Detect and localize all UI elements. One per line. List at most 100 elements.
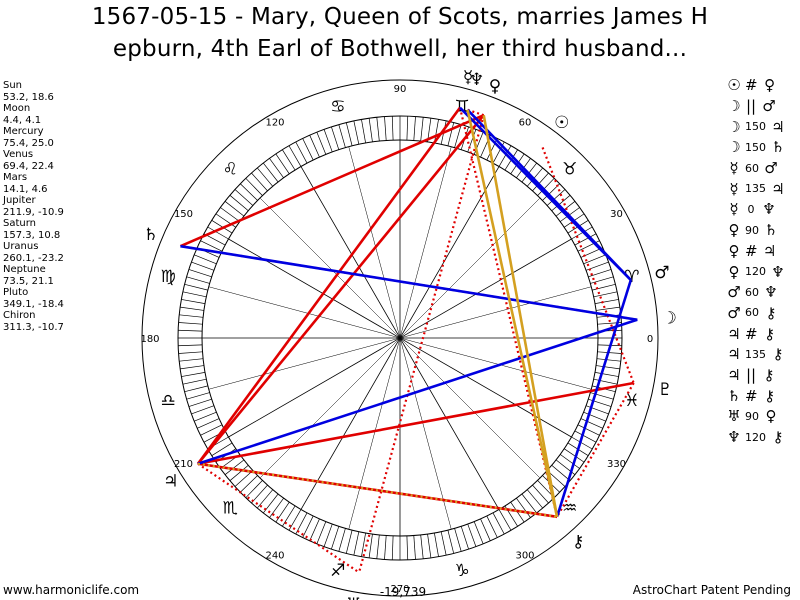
aspect-row: ♀ # ♃ — [726, 241, 800, 262]
degree-tick — [251, 484, 268, 504]
degree-tick — [257, 167, 273, 187]
aspect-planet-1: ♃ — [727, 324, 741, 343]
degree-tick — [178, 344, 203, 347]
aspect-line — [196, 106, 462, 465]
zodiac-sign-glyph: ♏ — [223, 499, 238, 519]
degree-tick — [559, 454, 580, 469]
degree-tick — [406, 535, 409, 560]
aspect-planet-2: ⚷ — [772, 345, 784, 364]
aspect-row: ♃ # ⚷ — [726, 323, 800, 344]
degree-tick — [593, 378, 618, 385]
planet-value-mars: 14.1, 4.6 — [3, 183, 48, 195]
aspect-angle: 120 — [745, 430, 766, 444]
aspect-planet-2: ♂ — [764, 159, 778, 178]
degree-tick — [220, 207, 241, 222]
degree-tick — [229, 195, 249, 211]
degree-label: 300 — [515, 551, 534, 562]
chart-title-line-2: epburn, 4th Earl of Bothwell, her third … — [112, 36, 688, 62]
aspect-planet-2: ⚷ — [764, 324, 776, 343]
planet-glyph-moon: ☽ — [662, 308, 677, 328]
degree-tick — [191, 405, 215, 415]
degree-label: 180 — [140, 334, 159, 345]
degree-tick — [577, 424, 600, 436]
degree-tick — [224, 459, 245, 475]
website-footer[interactable]: www.harmoniclife.com — [3, 583, 140, 597]
aspect-planet-2: ♃ — [771, 179, 785, 198]
degree-tick — [194, 254, 217, 265]
degree-tick — [434, 119, 439, 144]
degree-tick — [480, 518, 491, 541]
aspect-line — [482, 114, 559, 518]
degree-tick — [295, 141, 308, 164]
zodiac-sign-glyph: ♎ — [161, 391, 176, 411]
degree-label: 210 — [174, 459, 193, 470]
degree-tick — [583, 411, 606, 422]
planet-value-saturn: 157.3, 10.8 — [3, 229, 61, 241]
degree-tick — [376, 534, 380, 559]
planet-value-pluto: 349.1, -18.4 — [3, 298, 64, 310]
degree-tick — [275, 153, 290, 175]
degree-tick — [178, 351, 203, 354]
aspect-angle: || — [745, 97, 757, 116]
planet-value-uranus: 260.1, -23.2 — [3, 252, 64, 264]
aspect-angle: 90 — [745, 409, 759, 423]
aspect-planet-1: ☿ — [729, 179, 739, 198]
degree-tick — [527, 167, 543, 187]
planet-glyph-chiron: ⚷ — [572, 532, 584, 552]
aspect-angle: 150 — [745, 120, 766, 134]
degree-tick — [323, 129, 333, 153]
degree-tick — [413, 116, 416, 141]
degree-tick — [245, 178, 263, 196]
degree-tick — [391, 535, 394, 560]
zodiac-sign-glyph: ♌ — [223, 159, 238, 179]
zodiac-sign-glyph: ♉ — [562, 159, 577, 179]
planet-value-moon: 4.4, 4.1 — [3, 114, 42, 126]
planet-name-pluto: Pluto — [3, 287, 29, 298]
degree-tick — [234, 470, 254, 487]
planet-glyph-jupiter: ♃ — [163, 472, 178, 492]
planet-value-sun: 53.2, 18.6 — [3, 91, 54, 103]
degree-label: 60 — [519, 117, 532, 128]
degree-tick — [420, 534, 424, 559]
aspect-planet-2: ♄ — [771, 138, 785, 157]
degree-tick — [182, 291, 207, 298]
degree-tick — [353, 531, 360, 556]
aspect-planet-1: ☽ — [727, 138, 741, 157]
degree-tick — [200, 240, 223, 252]
degree-tick — [182, 378, 207, 385]
aspect-planet-1: ♃ — [727, 365, 741, 384]
aspect-line — [556, 382, 635, 518]
planet-name-chiron: Chiron — [3, 310, 36, 321]
aspect-planet-1: ♀ — [728, 241, 740, 260]
degree-tick — [580, 418, 603, 429]
degree-tick — [211, 442, 233, 456]
aspect-line — [466, 109, 559, 518]
aspect-planet-1: ♀ — [728, 221, 740, 240]
zodiac-sign-glyph: ♑ — [454, 561, 469, 581]
degree-tick — [282, 505, 296, 527]
aspect-angle: 60 — [745, 161, 759, 175]
aspect-planet-1: ☽ — [727, 97, 741, 116]
planet-name-moon: Moon — [3, 103, 31, 114]
aspect-angle: 60 — [745, 285, 759, 299]
degree-tick — [188, 269, 212, 278]
aspect-angle: 120 — [745, 265, 766, 279]
degree-tick — [345, 530, 353, 554]
aspect-row: ☿ 0 ♆ — [726, 199, 800, 220]
aspect-row: ☽ 150 ♄ — [726, 137, 800, 158]
degree-tick — [302, 515, 314, 538]
aspect-angle: 0 — [747, 202, 755, 216]
aspect-angle: 90 — [745, 223, 759, 237]
degree-tick — [588, 269, 612, 278]
aspect-angle: # — [745, 324, 758, 343]
degree-tick — [460, 526, 469, 550]
degree-tick — [574, 430, 597, 443]
aspect-planet-2: ♃ — [771, 117, 785, 136]
aspect-planet-1: ☿ — [729, 159, 739, 178]
aspect-row: ♂ 60 ♆ — [726, 282, 800, 303]
aspect-planet-2: ⚷ — [764, 386, 776, 405]
degree-tick — [527, 489, 543, 509]
degree-tick — [592, 283, 616, 291]
planet-glyph-sun: ☉ — [554, 113, 569, 133]
degree-tick — [345, 122, 353, 146]
